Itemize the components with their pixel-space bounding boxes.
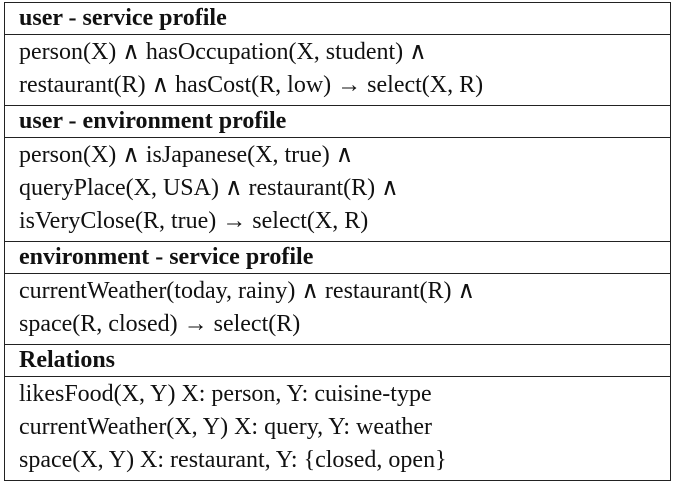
section-header-row: user - environment profile [4, 105, 671, 138]
relation-line: likesFood(X, Y) X: person, Y: cuisine-ty… [19, 381, 432, 407]
section-title-relations: Relations [4, 344, 671, 377]
rule-line: restaurant(R) ∧ hasCost(R, low) → select… [19, 72, 484, 98]
rule-line: person(X) ∧ hasOccupation(X, student) ∧ [19, 39, 427, 65]
section-body-user-service: person(X) ∧ hasOccupation(X, student) ∧ … [4, 34, 671, 106]
section-header-row: user - service profile [4, 2, 671, 35]
section-title-user-service: user - service profile [4, 2, 671, 35]
section-body-relations: likesFood(X, Y) X: person, Y: cuisine-ty… [4, 376, 671, 481]
rule-line: space(R, closed) → select(R) [19, 311, 301, 337]
section-body-row: person(X) ∧ hasOccupation(X, student) ∧ … [4, 34, 671, 106]
relation-line: space(X, Y) X: restaurant, Y: {closed, o… [19, 447, 447, 473]
section-body-environment-service: currentWeather(today, rainy) ∧ restauran… [4, 273, 671, 345]
section-body-row: currentWeather(today, rainy) ∧ restauran… [4, 273, 671, 345]
relation-line: currentWeather(X, Y) X: query, Y: weathe… [19, 414, 433, 440]
rule-line: isVeryClose(R, true) → select(X, R) [19, 208, 369, 234]
section-body-row: likesFood(X, Y) X: person, Y: cuisine-ty… [4, 376, 671, 481]
rule-line: currentWeather(today, rainy) ∧ restauran… [19, 278, 476, 304]
section-body-user-environment: person(X) ∧ isJapanese(X, true) ∧ queryP… [4, 137, 671, 242]
section-header-row: Relations [4, 344, 671, 377]
rule-line: person(X) ∧ isJapanese(X, true) ∧ [19, 142, 354, 168]
section-body-row: person(X) ∧ isJapanese(X, true) ∧ queryP… [4, 137, 671, 242]
section-title-environment-service: environment - service profile [4, 241, 671, 274]
profile-table: user - service profile person(X) ∧ hasOc… [4, 2, 671, 481]
section-title-user-environment: user - environment profile [4, 105, 671, 138]
rule-line: queryPlace(X, USA) ∧ restaurant(R) ∧ [19, 175, 399, 201]
section-header-row: environment - service profile [4, 241, 671, 274]
